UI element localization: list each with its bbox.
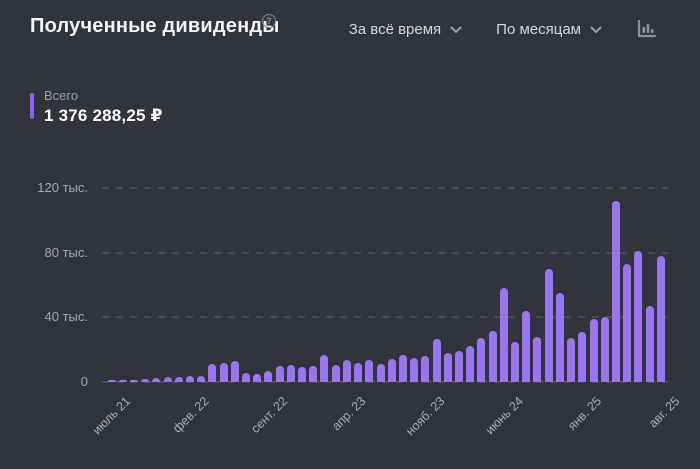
bar[interactable] [544, 268, 553, 382]
bar[interactable] [118, 380, 127, 382]
x-axis-label: июль 21 [90, 394, 134, 438]
bar[interactable] [387, 359, 396, 382]
bar[interactable] [174, 377, 183, 382]
chevron-down-icon [450, 26, 462, 33]
legend: Всего 1 376 288,25 ₽ [30, 88, 163, 126]
x-axis-label: авг. 25 [646, 394, 683, 431]
bar[interactable] [376, 364, 385, 382]
bar[interactable] [511, 341, 520, 382]
y-axis-label: 40 тыс. [44, 309, 88, 325]
bar[interactable] [555, 293, 564, 382]
gridline [102, 316, 668, 319]
bar-chart-icon [637, 19, 657, 38]
bar[interactable] [185, 376, 194, 382]
gridline [102, 186, 668, 189]
bar[interactable] [567, 338, 576, 382]
x-axis-label: сент. 22 [248, 394, 291, 436]
legend-total-value: 1 376 288,25 ₽ [44, 106, 163, 125]
y-axis-label: 0 [80, 374, 88, 389]
bar[interactable] [443, 352, 452, 382]
bar[interactable] [611, 200, 620, 382]
bar[interactable] [488, 331, 497, 382]
bar[interactable] [107, 380, 116, 382]
y-axis-label: 120 тыс. [37, 179, 88, 195]
header-controls: За всё время По месяцам [349, 18, 657, 40]
bar[interactable] [432, 339, 441, 382]
bar[interactable] [645, 306, 654, 382]
bar[interactable] [219, 362, 228, 382]
bar[interactable] [298, 366, 307, 382]
bar[interactable] [286, 365, 295, 382]
bar[interactable] [253, 373, 262, 382]
x-axis-label: фев. 22 [170, 394, 212, 436]
bar[interactable] [600, 316, 609, 382]
bar[interactable] [275, 365, 284, 382]
bar[interactable] [589, 318, 598, 382]
bar[interactable] [455, 351, 463, 382]
bar[interactable] [342, 360, 351, 382]
bar[interactable] [331, 365, 340, 382]
bar[interactable] [533, 336, 542, 382]
x-axis-label: янв. 25 [565, 394, 605, 434]
bar[interactable] [197, 376, 206, 382]
period-dropdown[interactable]: За всё время [349, 21, 462, 38]
page-title: Полученные дивиденды [30, 15, 280, 37]
chart-type-button[interactable] [636, 18, 657, 40]
gridline [102, 381, 668, 383]
bar[interactable] [152, 378, 161, 382]
bar[interactable] [623, 263, 632, 382]
bar[interactable] [656, 255, 665, 382]
bar[interactable] [264, 370, 273, 382]
bar[interactable] [163, 377, 172, 382]
bar[interactable] [129, 379, 138, 382]
legend-label: Всего [44, 88, 79, 103]
bar[interactable] [410, 357, 419, 382]
bar[interactable] [208, 364, 217, 382]
y-axis-label: 80 тыс. [44, 244, 88, 260]
bar-chart: 0 40 тыс. 80 тыс. 120 тыс. [0, 170, 700, 389]
gridline [102, 251, 668, 254]
bar[interactable] [242, 373, 251, 382]
bar[interactable] [398, 354, 407, 382]
bar[interactable] [466, 346, 475, 382]
bar[interactable] [309, 365, 318, 382]
chevron-down-icon [590, 26, 602, 33]
x-axis-label: июнь 24 [482, 394, 526, 438]
x-axis-label: апр. 23 [329, 394, 369, 434]
bar[interactable] [634, 251, 643, 382]
bar[interactable] [477, 337, 486, 382]
bar[interactable] [141, 378, 150, 382]
legend-marker [30, 93, 34, 119]
bar[interactable] [578, 331, 587, 382]
bar[interactable] [354, 362, 363, 382]
bar[interactable] [499, 288, 508, 382]
bar[interactable] [421, 356, 430, 382]
period-dropdown-label: За всё время [348, 20, 442, 38]
x-axis-label: нояб. 23 [402, 394, 448, 439]
grouping-dropdown-label: По месяцам [496, 20, 581, 38]
grouping-dropdown[interactable]: По месяцам [496, 21, 602, 38]
bar[interactable] [230, 361, 239, 382]
help-icon[interactable]: ? [262, 14, 276, 28]
x-axis: июль 21 фев. 22 сент. 22 апр. 23 нояб. 23 июн… [0, 388, 700, 458]
bar[interactable] [320, 354, 329, 382]
bar[interactable] [365, 360, 374, 382]
bar[interactable] [522, 310, 531, 382]
